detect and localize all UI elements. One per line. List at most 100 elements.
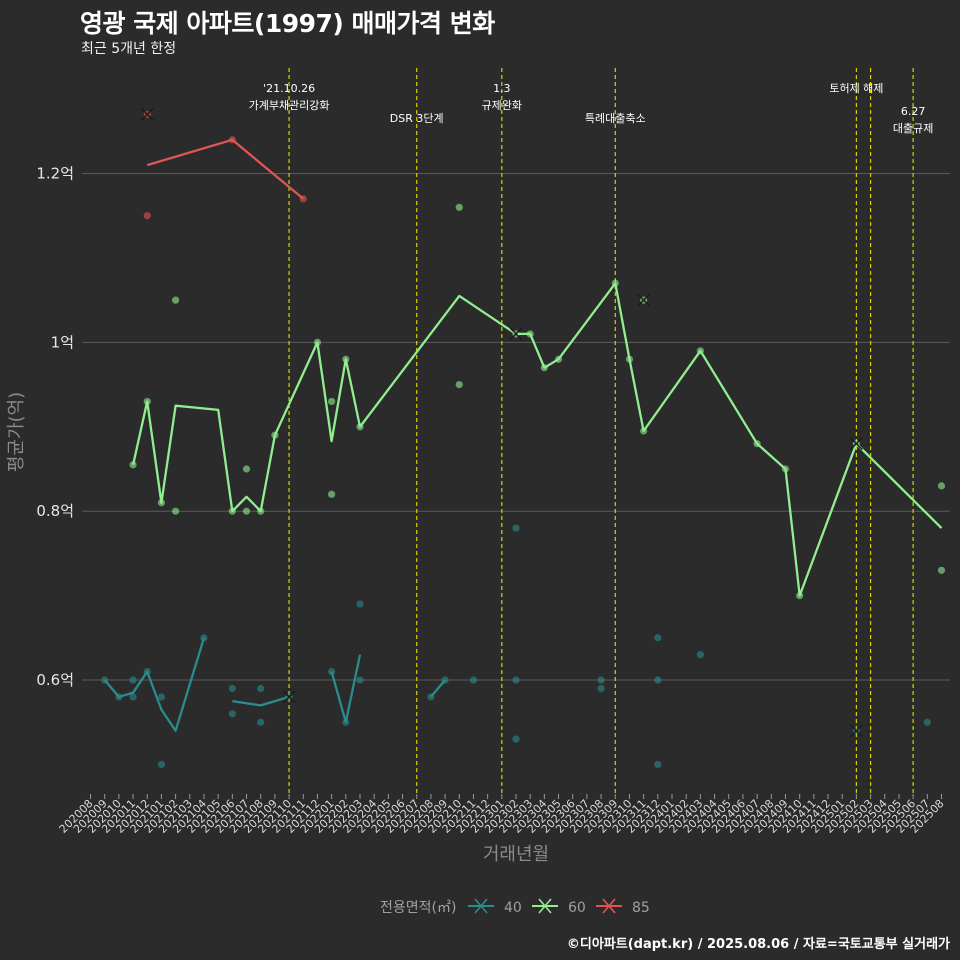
data-point [455,380,463,389]
data-point [356,600,364,608]
legend-title: 전용면적(㎡) [380,900,456,916]
cross-lines [849,724,863,738]
data-point [172,507,180,515]
event-label: 특례대출축소 [585,112,646,125]
x-axis-label: 거래년월 [483,844,549,865]
data-point [356,423,364,431]
data-point [242,507,251,515]
legend: 전용면적(㎡) 40 60 85 [380,898,650,916]
data-point [143,212,151,220]
event-label: 1.3 [493,82,511,95]
series-line-40 [103,637,206,732]
cross-marker [140,107,154,121]
data-point [796,592,804,600]
cross-marker [509,327,523,341]
data-point [654,634,662,642]
data-point [157,693,166,701]
series-line-60 [131,282,943,597]
legend-item-40: 40 [468,898,522,916]
data-point [129,693,137,701]
y-tick-label: 0.6억 [36,671,74,689]
legend-cross [602,898,616,914]
data-point [356,676,364,684]
legend-cross [538,898,552,914]
series-group [101,107,946,769]
data-point [625,355,634,363]
event-label: DSR 3단계 [390,112,444,125]
data-point [937,482,946,490]
chart-title: 영광 국제 아파트(1997) 매매가격 변화 [80,9,495,38]
data-point [512,735,520,743]
data-point [342,355,350,363]
cross-lines [637,293,651,307]
legend-cross [474,898,488,914]
data-point [115,693,123,701]
data-point [143,397,151,406]
cross-lines [140,107,154,121]
data-point [441,676,449,684]
data-point [157,499,166,507]
data-point [611,279,619,287]
data-point [923,718,931,726]
series-line-40 [232,695,290,707]
cross-marker [637,293,651,307]
data-point [129,676,137,684]
data-point [554,355,563,363]
data-point [271,431,279,439]
data-point [228,507,236,515]
data-point [228,710,236,718]
data-point [512,676,520,684]
data-point [157,760,166,769]
data-point [526,330,534,338]
y-tick-label: 0.8억 [36,502,74,520]
cross-marker [282,690,296,704]
data-point [654,676,662,684]
series-40 [101,524,931,769]
data-point [597,676,605,684]
chart-subtitle: 최근 5개년 한정 [81,41,177,57]
y-tick-label: 1억 [51,333,74,351]
data-point [937,566,946,574]
data-point [242,465,251,473]
series-85 [140,107,307,220]
event-label: 대출규제 [893,122,933,135]
data-point [313,338,322,346]
legend-label: 60 [568,900,586,916]
data-point [328,490,336,498]
legend-label: 40 [504,900,522,916]
event-label: 가계부채관리강화 [249,99,330,112]
data-point [342,718,350,726]
data-point [200,634,208,642]
series-line-85 [146,138,305,200]
event-label: 6.27 [901,105,926,118]
source-caption: ©디아파트(dapt.kr) / 2025.08.06 / 자료=국토교통부 실… [566,937,950,952]
cross-marker [849,724,863,738]
cross-lines [849,437,863,451]
cross-lines [282,690,296,704]
series-line-40 [430,679,446,698]
series-line-40 [330,654,362,724]
data-point [228,684,236,693]
y-tick-label: 1.2억 [36,165,74,183]
axes: 평균가(억) 거래년월 0.6억0.8억1억1.2억20200820200920… [6,165,947,865]
data-point [540,364,548,372]
legend-item-60: 60 [532,898,586,916]
data-point [328,667,336,676]
cross-marker [849,437,863,451]
data-point [753,440,761,448]
series-60 [129,203,946,600]
cross-lines [509,327,523,341]
data-point [257,507,265,515]
data-point [172,296,180,304]
data-point [257,718,265,726]
data-point [328,397,336,406]
data-point [143,667,151,676]
data-point [427,693,435,701]
data-point [512,524,520,532]
data-point [228,136,236,144]
data-point [696,347,704,355]
data-point [469,676,478,684]
data-point [101,676,109,684]
